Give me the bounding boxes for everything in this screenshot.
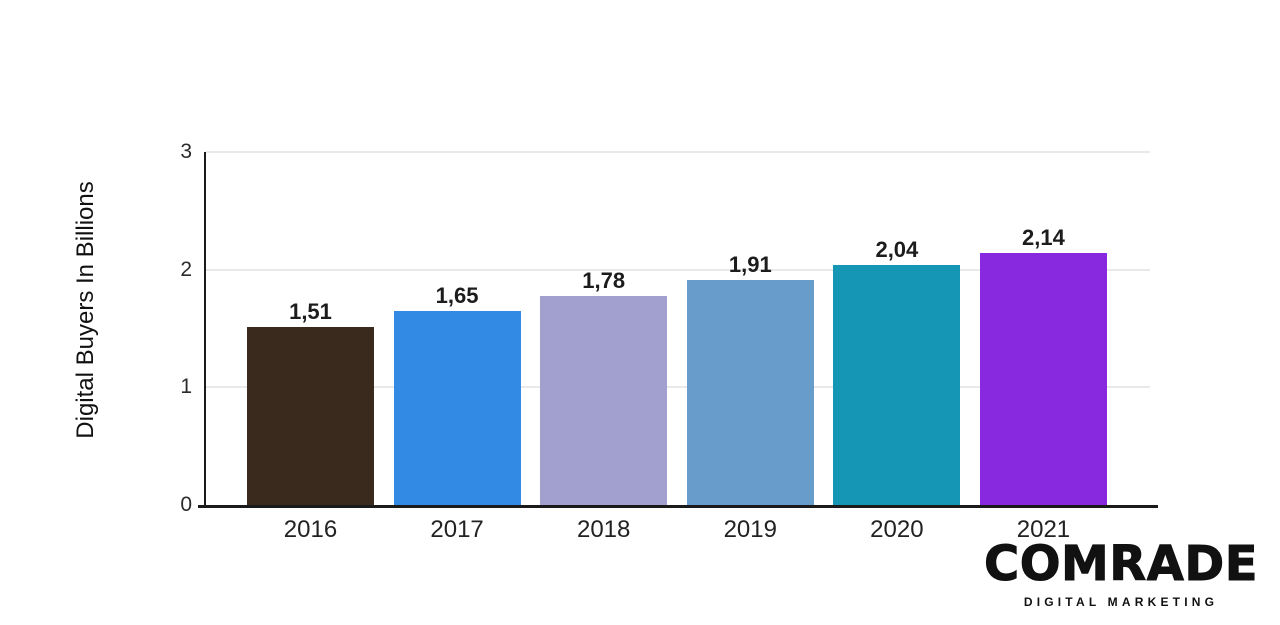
gridline-y1 — [206, 386, 1150, 389]
logo-subtext: DIGITAL MARKETING — [1023, 595, 1219, 609]
bar-2017 — [393, 310, 521, 505]
y-tick-label-0: 0 — [180, 493, 192, 516]
bar-2016 — [247, 327, 374, 505]
bars-group: 1,51 2016 1,65 2017 1,78 2018 1,91 2019 2,04 2020… — [247, 152, 1107, 542]
y-tick-label-3: 3 — [180, 140, 192, 163]
bar-value-label: 1,91 — [728, 252, 772, 278]
plot-area: 1,51 2016 1,65 2017 1,78 2018 1,91 2019 2,04 2020… — [198, 151, 1158, 542]
bar-2020 — [833, 264, 961, 505]
gridline-y3 — [206, 151, 1150, 153]
y-axis-line — [204, 152, 206, 507]
bar-value-label: 2,14 — [1022, 225, 1065, 251]
x-axis-label: 2021 — [1016, 516, 1071, 543]
bar-column-2020: 2,04 2020 — [833, 152, 961, 542]
bar-column-2016: 1,51 2016 — [247, 152, 374, 542]
bar-column-2021: 2,14 2021 — [979, 152, 1107, 542]
bar-value-label: 1,65 — [435, 282, 479, 308]
bar-2019 — [686, 280, 814, 505]
comrade-logo: COMRADE DIGITAL MARKETING — [972, 536, 1270, 610]
gridline-y2 — [206, 268, 1150, 271]
x-axis-label: 2019 — [723, 516, 777, 543]
bar-2021 — [979, 253, 1107, 505]
y-tick-label-2: 2 — [180, 257, 192, 281]
x-axis-label: 2017 — [430, 516, 484, 543]
logo-wordmark: COMRADE — [983, 536, 1259, 592]
x-axis-line — [198, 505, 1158, 508]
x-axis-label: 2016 — [283, 516, 338, 543]
x-axis-label: 2018 — [576, 516, 631, 543]
bar-value-label: 1,51 — [289, 299, 332, 325]
bar-column-2019: 1,91 2019 — [686, 152, 814, 542]
y-axis-title: Digital Buyers In Billions — [72, 181, 99, 439]
bar-2018 — [540, 295, 668, 505]
bar-value-label: 1,78 — [582, 267, 626, 293]
bar-column-2017: 1,65 2017 — [393, 152, 521, 542]
x-axis-label: 2020 — [870, 516, 924, 543]
bar-column-2018: 1,78 2018 — [540, 152, 668, 542]
y-tick-label-1: 1 — [180, 375, 192, 399]
bar-value-label: 2,04 — [875, 236, 919, 262]
